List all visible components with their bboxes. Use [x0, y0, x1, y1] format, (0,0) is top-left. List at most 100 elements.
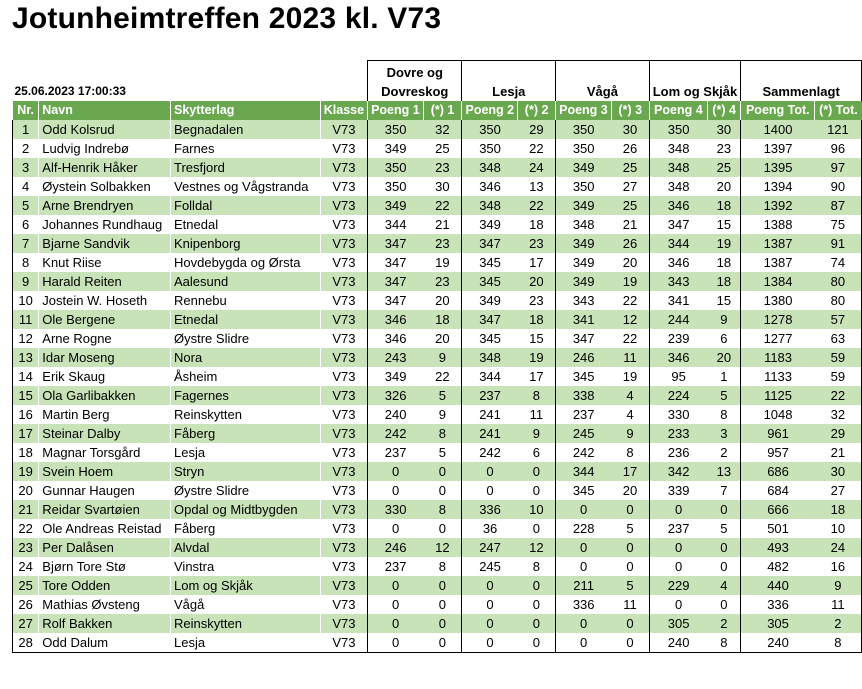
table-cell: 1387: [740, 233, 815, 253]
table-cell: V73: [319, 290, 368, 310]
table-cell: 0: [555, 632, 612, 653]
table-cell: 233: [648, 423, 708, 443]
table-cell: 2: [11, 138, 39, 158]
table-cell: 0: [517, 575, 556, 595]
table-cell: V73: [319, 366, 368, 386]
table-cell: 5: [423, 442, 462, 462]
table-cell: 0: [423, 594, 462, 614]
table-cell: Ola Garlibakken: [38, 385, 171, 405]
table-cell: 20: [707, 347, 741, 367]
table-row: 25 Tore Odden Lom og Skjåk V73 0 0 0 0 211 5 229 4 4…: [11, 575, 862, 595]
results-table: 25.06.2023 17:00:33 Dovre og Dovreskog Le…: [11, 60, 862, 653]
table-cell: 350: [461, 138, 518, 158]
table-cell: 224: [648, 385, 708, 405]
table-cell: Etnedal: [170, 309, 321, 329]
table-cell: 0: [707, 556, 741, 576]
table-cell: V73: [319, 176, 368, 196]
table-cell: 0: [611, 613, 650, 633]
column-header: Poeng 1: [367, 100, 424, 120]
table-cell: 22: [611, 328, 650, 348]
table-cell: 2: [707, 613, 741, 633]
table-cell: 350: [648, 119, 708, 139]
table-cell: 0: [555, 499, 612, 519]
table-cell: 350: [367, 176, 424, 196]
table-cell: Lesja: [170, 442, 321, 462]
table-cell: 330: [648, 404, 708, 424]
table-cell: 1: [11, 119, 39, 139]
table-cell: 347: [367, 290, 424, 310]
table-cell: 21: [423, 214, 462, 234]
table-cell: 346: [648, 347, 708, 367]
table-cell: 348: [461, 347, 518, 367]
table-cell: 18: [707, 252, 741, 272]
table-cell: 97: [814, 157, 862, 177]
table-cell: Vestnes og Vågstranda: [170, 176, 321, 196]
table-row: 2 Ludvig Indrebø Farnes V73 349 25 350 22 350 26 3…: [11, 138, 862, 158]
table-cell: 345: [461, 271, 518, 291]
table-cell: 26: [611, 233, 650, 253]
table-cell: 666: [740, 499, 815, 519]
table-cell: Øystein Solbakken: [38, 176, 171, 196]
table-cell: 244: [648, 309, 708, 329]
table-cell: 26: [611, 138, 650, 158]
table-cell: 1183: [740, 347, 815, 367]
table-cell: 17: [11, 423, 39, 443]
table-cell: 349: [461, 214, 518, 234]
table-row: 20 Gunnar Haugen Øystre Slidre V73 0 0 0 0 345 20…: [11, 480, 862, 500]
table-cell: Øystre Slidre: [170, 328, 321, 348]
table-cell: 347: [461, 233, 518, 253]
table-row: 15 Ola Garlibakken Fagernes V73 326 5 237 8 338 4…: [11, 385, 862, 405]
table-cell: Magnar Torsgård: [38, 442, 171, 462]
table-cell: 341: [555, 309, 612, 329]
table-cell: 342: [648, 461, 708, 481]
table-cell: 23: [423, 233, 462, 253]
table-cell: 0: [423, 575, 462, 595]
table-row: 3 Alf-Henrik Håker Tresfjord V73 350 23 348 24 3…: [11, 157, 862, 177]
table-cell: 3: [11, 157, 39, 177]
table-cell: Steinar Dalby: [38, 423, 171, 443]
table-cell: 1277: [740, 328, 815, 348]
table-cell: Øystre Slidre: [170, 480, 321, 500]
table-cell: 348: [648, 138, 708, 158]
table-cell: 19: [611, 366, 650, 386]
table-cell: Vågå: [170, 594, 321, 614]
table-cell: 74: [814, 252, 862, 272]
table-cell: 21: [814, 442, 862, 462]
table-cell: 19: [707, 233, 741, 253]
table-cell: 493: [740, 537, 815, 557]
table-cell: 13: [517, 176, 556, 196]
column-header: Navn: [38, 100, 171, 120]
table-cell: 344: [461, 366, 518, 386]
table-row: 7 Bjarne Sandvik Knipenborg V73 347 23 347 23 34…: [11, 233, 862, 253]
table-cell: 30: [814, 461, 862, 481]
column-header: (*) 3: [610, 100, 650, 120]
table-row: 24 Bjørn Tore Stø Vinstra V73 237 8 245 8 0 0 0 0 48…: [11, 556, 862, 576]
table-cell: 13: [707, 461, 741, 481]
table-cell: Odd Dalum: [38, 632, 171, 653]
table-cell: 0: [367, 594, 424, 614]
table-cell: 29: [517, 119, 556, 139]
table-cell: 346: [367, 309, 424, 329]
table-row: 28 Odd Dalum Lesja V73 0 0 0 0 0 0 240 8 240 8: [11, 632, 862, 653]
table-cell: Arne Brendryen: [38, 195, 171, 215]
column-header: Skytterlag: [170, 100, 321, 120]
table-cell: 347: [367, 271, 424, 291]
table-cell: 63: [814, 328, 862, 348]
table-cell: 5: [707, 518, 741, 538]
table-cell: 237: [461, 385, 518, 405]
table-cell: 19: [517, 347, 556, 367]
table-cell: 24: [517, 157, 556, 177]
table-cell: 18: [814, 499, 862, 519]
table-cell: 1400: [740, 119, 815, 139]
table-cell: 343: [648, 271, 708, 291]
table-cell: 241: [461, 404, 518, 424]
table-cell: 346: [648, 195, 708, 215]
table-cell: 345: [555, 366, 612, 386]
table-cell: 1394: [740, 176, 815, 196]
column-header: (*) Tot.: [814, 100, 862, 120]
table-cell: 22: [814, 385, 862, 405]
table-cell: 17: [517, 366, 556, 386]
table-cell: 30: [611, 119, 650, 139]
table-cell: 12: [517, 537, 556, 557]
table-cell: Knut Riise: [38, 252, 171, 272]
